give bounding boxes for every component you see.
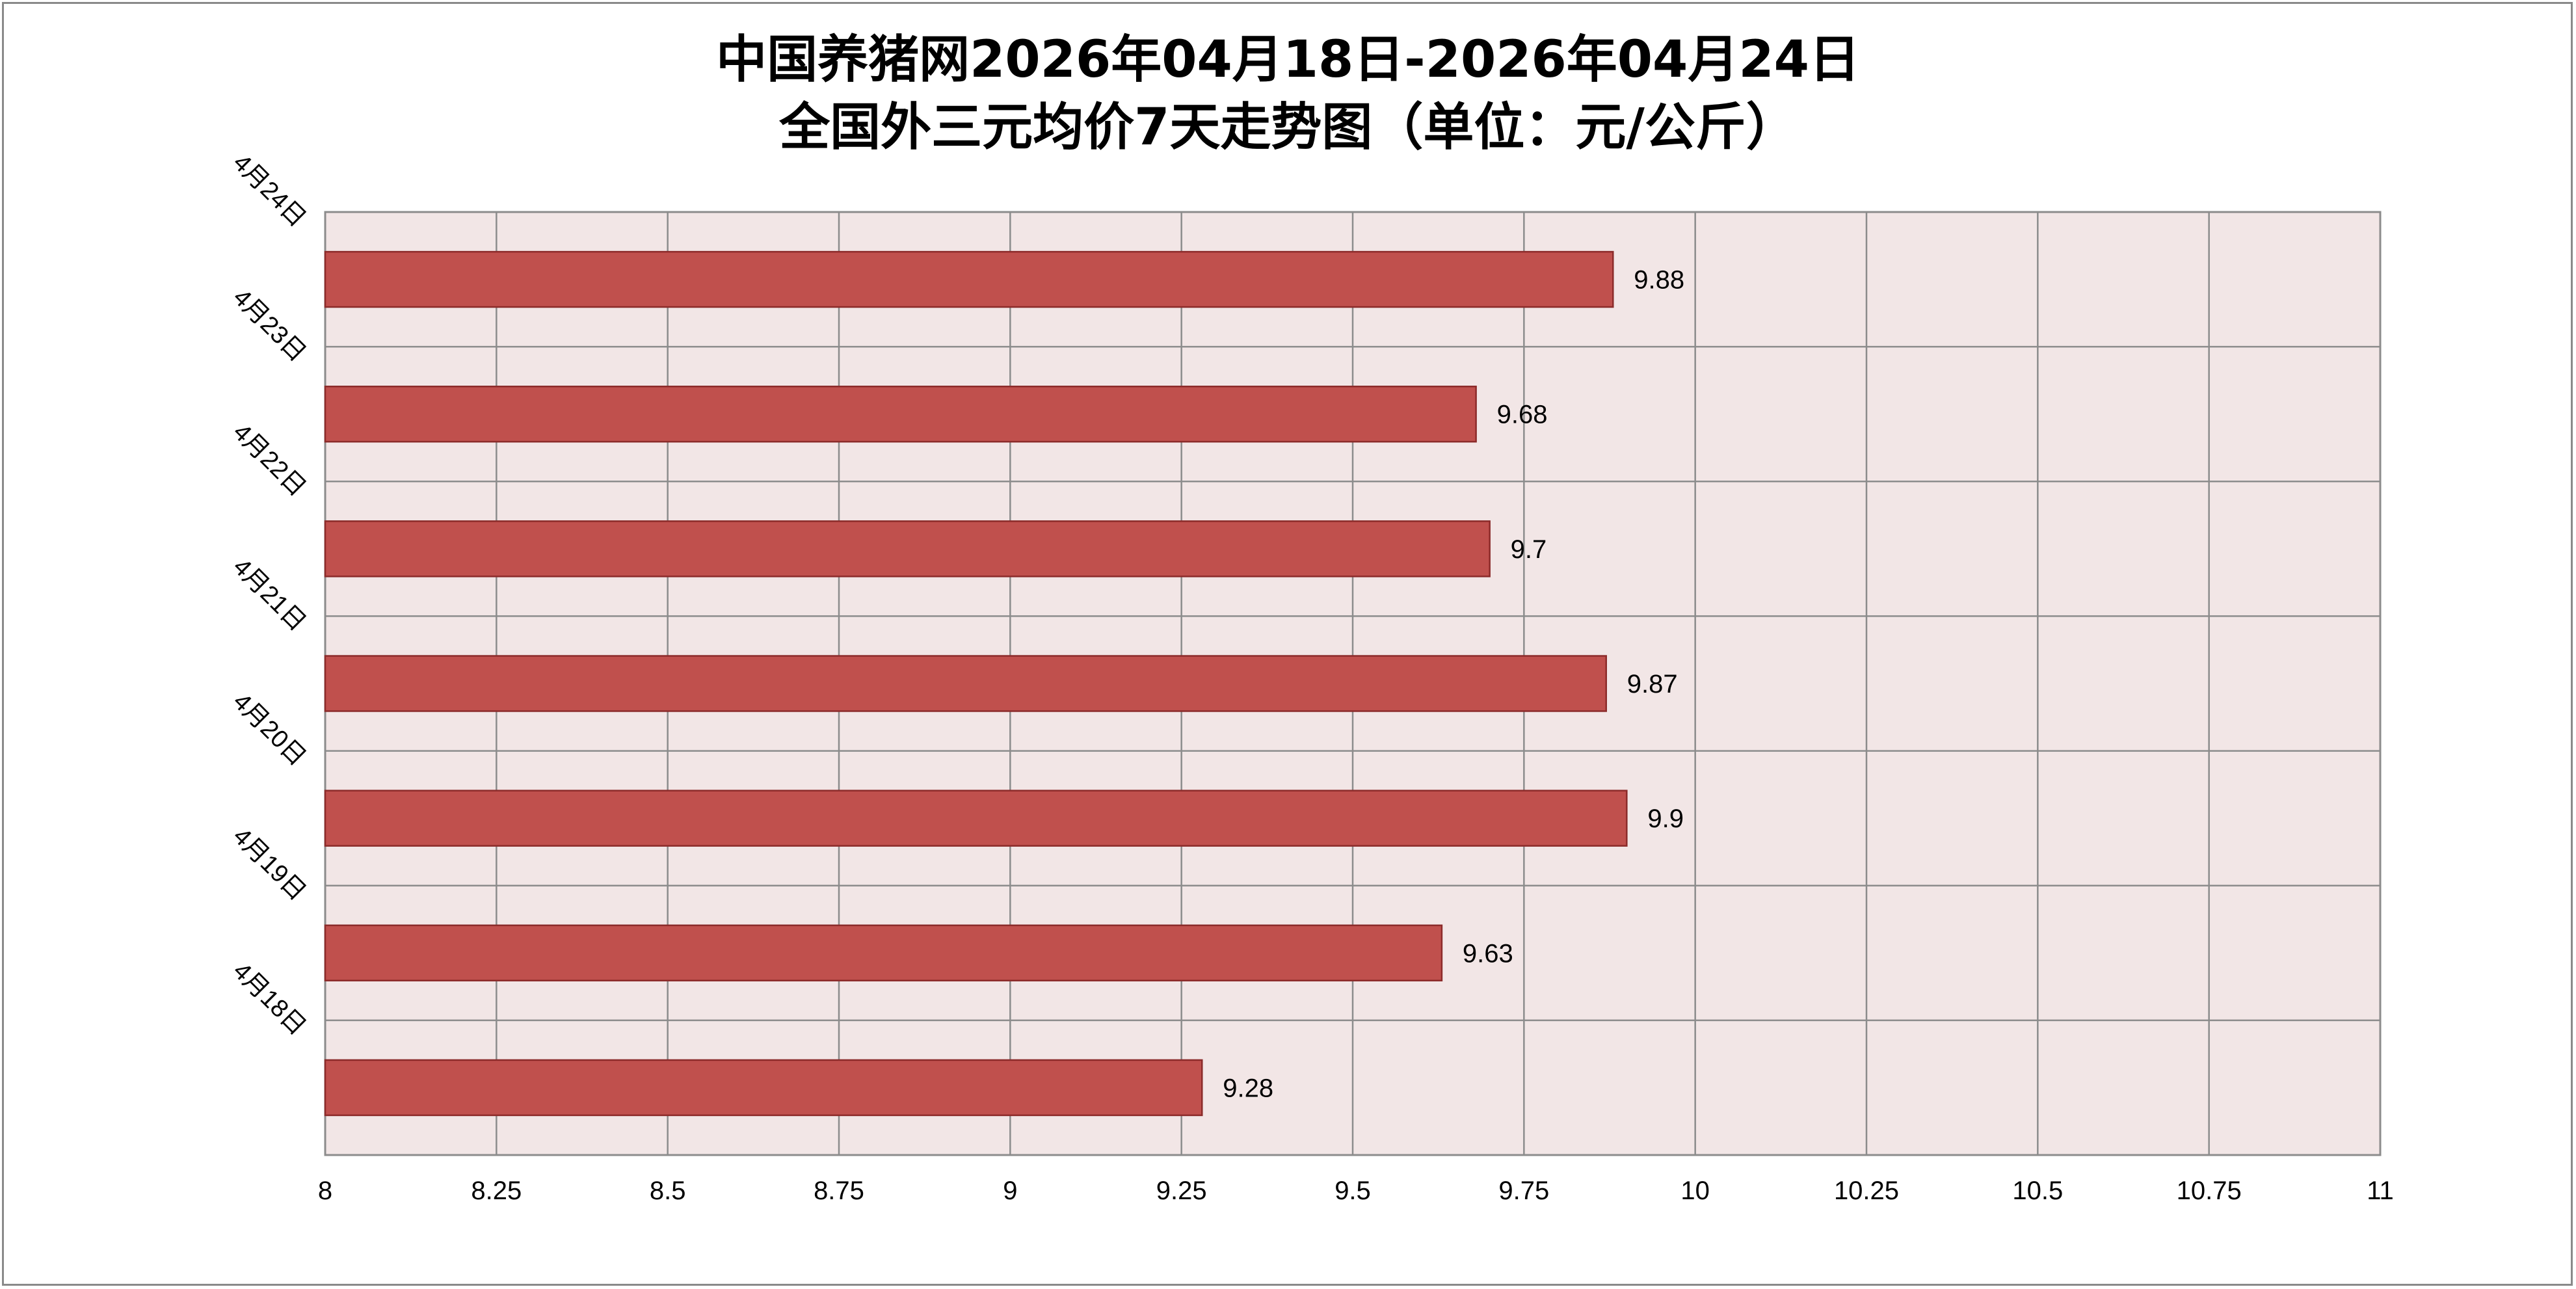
bar — [324, 250, 1614, 308]
bar — [324, 520, 1491, 578]
x-tick-label: 11 — [2367, 1176, 2394, 1205]
data-label: 9.68 — [1497, 401, 1548, 429]
chart-title: 中国养猪网2026年04月18日-2026年04月24日 — [716, 31, 1860, 89]
data-label: 9.28 — [1223, 1074, 1273, 1102]
data-label: 9.9 — [1647, 804, 1684, 833]
x-tick-label: 9 — [1003, 1176, 1017, 1205]
bars — [324, 250, 1628, 1117]
data-label: 9.63 — [1463, 939, 1513, 968]
x-tick-label: 8.5 — [650, 1176, 686, 1205]
x-tick-label: 10.5 — [2012, 1176, 2063, 1205]
data-labels: 9.88 9.68 9.7 9.87 9.9 9.63 9.28 — [1223, 266, 1684, 1103]
category-label: 4月22日 — [228, 418, 311, 501]
x-tick-label: 10.25 — [1834, 1176, 1899, 1205]
x-tick-label: 10.75 — [2177, 1176, 2242, 1205]
category-label: 4月21日 — [228, 553, 311, 637]
data-label: 9.88 — [1634, 266, 1684, 295]
category-label: 4月24日 — [228, 149, 311, 232]
category-label: 4月19日 — [228, 823, 311, 906]
x-tick-label: 9.25 — [1156, 1176, 1207, 1205]
x-tick-label: 8 — [318, 1176, 332, 1205]
category-label: 4月20日 — [228, 688, 311, 771]
category-label: 4月18日 — [228, 957, 311, 1041]
bar — [324, 386, 1477, 443]
x-tick-labels: 8 8.25 8.5 8.75 9 9.25 9.5 9.75 10 10.25 10.5 10.75… — [318, 1176, 2394, 1205]
bar — [324, 924, 1443, 981]
data-label: 9.87 — [1627, 670, 1678, 698]
category-labels: 4月24日 4月23日 4月22日 4月21日 4月20日 4月19日 4月18日 — [228, 149, 311, 1041]
x-tick-label: 9.75 — [1498, 1176, 1549, 1205]
x-tick-label: 8.25 — [471, 1176, 522, 1205]
bar — [324, 1059, 1203, 1117]
chart-subtitle: 全国外三元均价7天走势图（单位：元/公斤） — [779, 98, 1797, 157]
bar — [324, 790, 1628, 847]
chart-title-block: 中国养猪网2026年04月18日-2026年04月24日 全国外三元均价7天走势… — [0, 26, 2576, 161]
data-label: 9.7 — [1511, 535, 1547, 564]
category-label: 4月23日 — [228, 284, 311, 367]
gridlines — [324, 212, 2382, 1155]
x-tick-label: 9.5 — [1334, 1176, 1371, 1205]
bar — [324, 655, 1607, 712]
x-tick-label: 8.75 — [814, 1176, 864, 1205]
x-tick-label: 10 — [1680, 1176, 1710, 1205]
